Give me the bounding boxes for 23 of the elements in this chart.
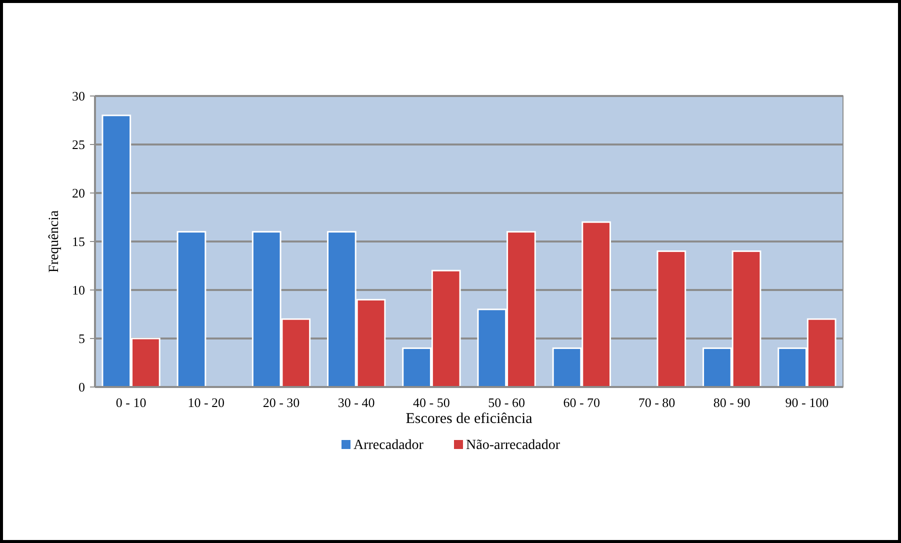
x-tick-label: 0 - 10 xyxy=(116,395,146,410)
y-tick-label: 20 xyxy=(72,186,85,201)
x-tick-label: 90 - 100 xyxy=(785,395,829,410)
x-axis-title: Escores de eficiência xyxy=(406,411,533,427)
x-tick-label: 20 - 30 xyxy=(262,395,300,410)
y-tick-label: 0 xyxy=(78,380,85,395)
y-tick-label: 5 xyxy=(78,331,85,346)
y-tick-label: 15 xyxy=(72,234,85,250)
bar xyxy=(176,231,206,388)
y-tick-label: 25 xyxy=(72,137,85,152)
x-tick-label: 70 - 80 xyxy=(638,395,676,410)
x-tick-label: 10 - 20 xyxy=(188,395,225,410)
x-tick-label: 80 - 90 xyxy=(713,395,750,410)
x-tick-label: 30 - 40 xyxy=(338,395,375,410)
x-tick-label: 50 - 60 xyxy=(488,395,525,410)
bar xyxy=(656,250,686,388)
legend-label: Arrecadador xyxy=(354,438,424,453)
y-axis-title: Frequência xyxy=(47,210,62,273)
x-tick-label: 60 - 70 xyxy=(563,395,600,410)
y-tick-label: 30 xyxy=(72,88,85,104)
legend-label: Não-arrecadador xyxy=(466,438,560,453)
y-tick-label: 10 xyxy=(72,282,85,298)
x-tick-label: 40 - 50 xyxy=(413,395,450,410)
